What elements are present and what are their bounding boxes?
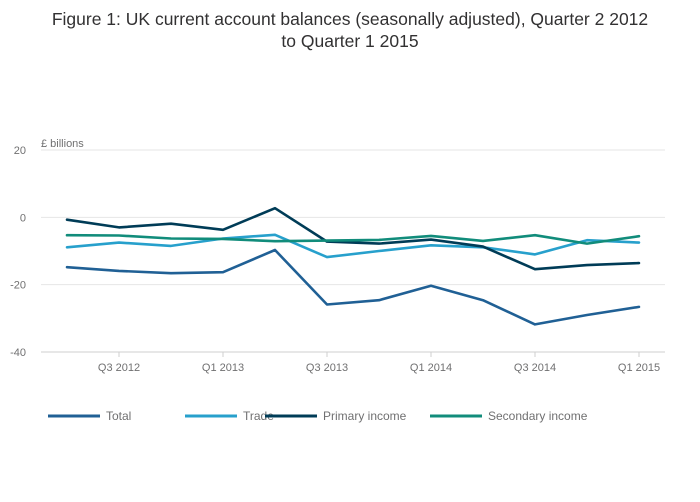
x-tick: Q1 2015 [618,362,660,374]
x-tick-label: Q3 2014 [514,362,556,374]
y-tick: 20 [14,145,26,157]
x-tick-label: Q3 2012 [98,362,140,374]
legend-label: Trade [243,409,274,423]
legend-item-total: Total [48,409,131,423]
y-tick: 0 [20,212,26,224]
chart-title-line-2: to Quarter 1 2015 [281,31,419,51]
chart-title: Figure 1: UK current account balances (s… [20,8,680,52]
y-tick-label: 0 [20,212,26,224]
x-tick-label: Q3 2013 [306,362,348,374]
x-tick: Q1 2013 [202,362,244,374]
legend-label: Total [106,409,131,423]
x-tick-label: Q1 2014 [410,362,452,374]
series-line-total [65,248,641,326]
y-tick: -20 [10,280,26,292]
legend-item-trade: Trade [185,409,274,423]
legend-item-secondary-income: Secondary income [430,409,588,423]
legend-label: Secondary income [488,409,588,423]
x-axis: Q3 2012 Q1 2013 Q3 2013 Q1 2014 Q3 2014 Q1 20… [98,352,660,374]
series-line-trade [65,233,641,259]
x-tick-label: Q1 2015 [618,362,660,374]
x-tick: Q3 2012 [98,362,140,374]
legend-item-primary-income: Primary income [265,409,407,423]
y-tick: -40 [10,347,26,359]
y-tick-label: -20 [10,280,26,292]
x-tick-label: Q1 2013 [202,362,244,374]
legend-label: Primary income [323,409,407,423]
x-tick: Q3 2013 [306,362,348,374]
x-tick: Q1 2014 [410,362,452,374]
x-tick: Q3 2014 [514,362,556,374]
grid-lines [41,149,665,353]
series-line-secondary-income [65,233,641,245]
y-tick-label: 20 [14,145,26,157]
legend: Total Trade Primary income Secondary income [48,409,588,423]
series-lines [65,206,641,326]
y-axis-label: £ billions [41,138,84,150]
series-line-primary-income [65,206,641,271]
y-tick-label: -40 [10,347,26,359]
chart-title-line-1: Figure 1: UK current account balances (s… [51,9,649,29]
y-axis: £ billions 20 0 -20 -40 [10,138,84,359]
